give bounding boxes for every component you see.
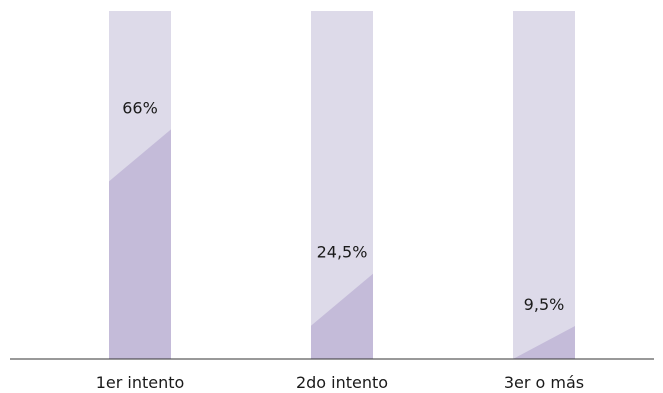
bar: [311, 273, 373, 359]
bar: [513, 325, 575, 359]
x-tick-label: 3er o más: [504, 373, 584, 392]
x-tick-label: 2do intento: [296, 373, 388, 392]
data-label: 66%: [122, 98, 158, 117]
data-label: 24,5%: [317, 243, 368, 262]
bar: [109, 129, 171, 359]
data-label: 9,5%: [524, 295, 565, 314]
bar-track: [513, 11, 575, 359]
x-tick-label: 1er intento: [96, 373, 185, 392]
